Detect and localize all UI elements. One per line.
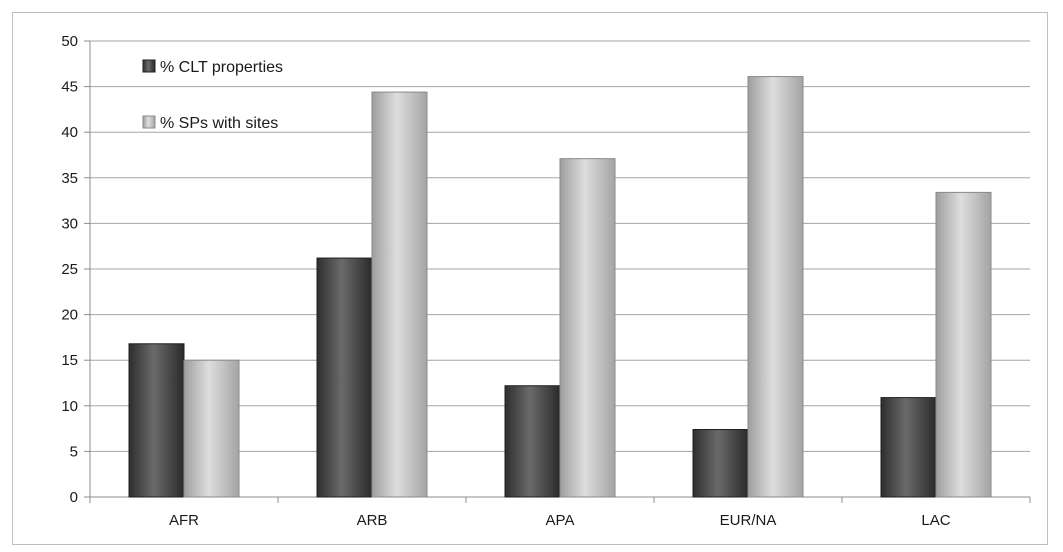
y-tick-label: 0 [70, 489, 78, 506]
legend: % CLT properties % SPs with sites [142, 59, 283, 132]
y-tick-label: 15 [61, 352, 78, 369]
legend-swatch [142, 115, 156, 129]
y-tick-label: 20 [61, 307, 78, 324]
x-tick-label: AFR [169, 512, 199, 529]
bar-sps-with-sites-afr [183, 359, 240, 498]
x-tick-label: EUR/NA [720, 512, 777, 529]
tick-labels: 0 5 10 15 20 25 30 35 40 45 50 AFR ARB APA EUR/NA LAC [61, 33, 950, 529]
bars [128, 76, 992, 498]
bar-clt-properties-afr [128, 343, 185, 498]
y-tick-label: 30 [61, 215, 78, 232]
x-tick-label: ARB [357, 512, 388, 529]
y-tick-label: 35 [61, 170, 78, 187]
bar-sps-with-sites-lac [935, 191, 992, 498]
y-tick-label: 50 [61, 33, 78, 50]
bar-clt-properties-apa [504, 385, 561, 498]
bar-sps-with-sites-eur-na [747, 76, 804, 498]
bar-sps-with-sites-apa [559, 158, 616, 498]
y-tick-label: 10 [61, 398, 78, 415]
legend-label: % CLT properties [160, 59, 283, 76]
y-tick-label: 40 [61, 124, 78, 141]
y-tick-label: 45 [61, 79, 78, 96]
x-tick-label: LAC [921, 512, 950, 529]
y-tick-label: 5 [70, 443, 78, 460]
legend-swatch [142, 59, 156, 73]
y-tick-label: 25 [61, 261, 78, 278]
bar-sps-with-sites-arb [371, 91, 428, 498]
bar-clt-properties-arb [316, 257, 373, 498]
x-tick-label: APA [546, 512, 575, 529]
gridlines [90, 40, 1030, 452]
bar-clt-properties-eur-na [692, 429, 749, 498]
legend-label: % SPs with sites [160, 115, 278, 132]
bar-clt-properties-lac [880, 397, 937, 498]
